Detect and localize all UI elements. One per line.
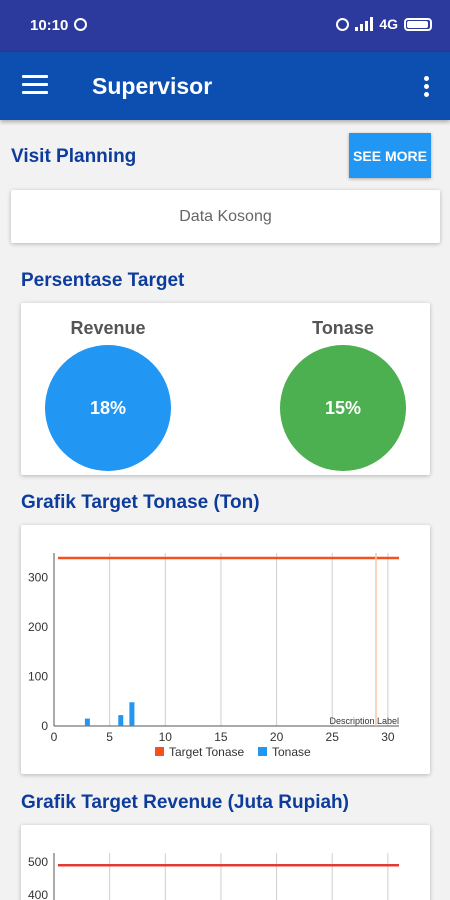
x-tick-label: 10 <box>159 730 173 744</box>
revenue-chart: 400 500 <box>28 853 399 900</box>
x-tick-label: 15 <box>214 730 228 744</box>
revenue-chart-card: 400 500 <box>21 825 430 900</box>
legend-target-swatch <box>155 747 164 756</box>
notification-icon <box>74 18 87 31</box>
visit-planning-title: Visit Planning <box>11 146 137 167</box>
x-tick-label: 20 <box>270 730 284 744</box>
hamburger-menu-icon[interactable] <box>22 75 48 95</box>
revenue-percentage-value: 18% <box>89 397 127 418</box>
signal-icon <box>355 17 374 31</box>
tonase-percentage-value: 15% <box>324 397 362 418</box>
x-tick-label: 25 <box>326 730 340 744</box>
y-tick-label: 500 <box>28 855 48 869</box>
network-type: 4G <box>379 16 398 32</box>
tonase-label: Tonase <box>312 318 374 338</box>
battery-icon <box>404 17 432 31</box>
legend-tonase-label: Tonase <box>272 745 311 759</box>
visit-planning-card: Data Kosong <box>11 190 440 243</box>
x-tick-label: 5 <box>106 730 113 744</box>
revenue-label: Revenue <box>70 318 146 338</box>
status-time: 10:10 <box>30 17 69 34</box>
y-tick-label: 400 <box>28 888 48 900</box>
empty-data-text: Data Kosong <box>179 208 272 225</box>
persentase-target-title: Persentase Target <box>21 270 185 291</box>
y-tick-label: 100 <box>28 670 48 684</box>
tonase-bar <box>84 718 90 726</box>
app-bar: Supervisor <box>0 52 450 120</box>
tonase-chart-title: Grafik Target Tonase (Ton) <box>21 492 260 513</box>
status-icons: 4G <box>336 16 432 32</box>
y-tick-label: 300 <box>28 571 48 585</box>
revenue-chart-title: Grafik Target Revenue (Juta Rupiah) <box>21 792 349 813</box>
see-more-button[interactable]: SEE MORE <box>349 133 431 178</box>
description-label: Description Label <box>329 716 399 726</box>
legend-tonase-swatch <box>258 747 267 756</box>
tonase-chart-card: 0 5 10 15 20 25 30 0 100 200 300 Description Label T… <box>21 525 430 774</box>
x-tick-label: 0 <box>51 730 58 744</box>
status-bar: 10:10 4G <box>0 0 450 52</box>
tonase-bar <box>118 715 124 726</box>
app-title: Supervisor <box>92 73 213 99</box>
y-tick-label: 200 <box>28 620 48 634</box>
persentase-target-card: Revenue 18% Tonase 15% <box>21 303 430 475</box>
revenue-percentage-circle: 18% <box>45 345 171 471</box>
tonase-percentage-circle: 15% <box>280 345 406 471</box>
x-tick-label: 30 <box>381 730 395 744</box>
tonase-bar <box>129 702 135 726</box>
legend-target-label: Target Tonase <box>169 745 244 759</box>
alarm-icon <box>336 17 350 31</box>
y-tick-label: 0 <box>41 719 48 733</box>
overflow-menu-icon[interactable] <box>424 76 430 98</box>
